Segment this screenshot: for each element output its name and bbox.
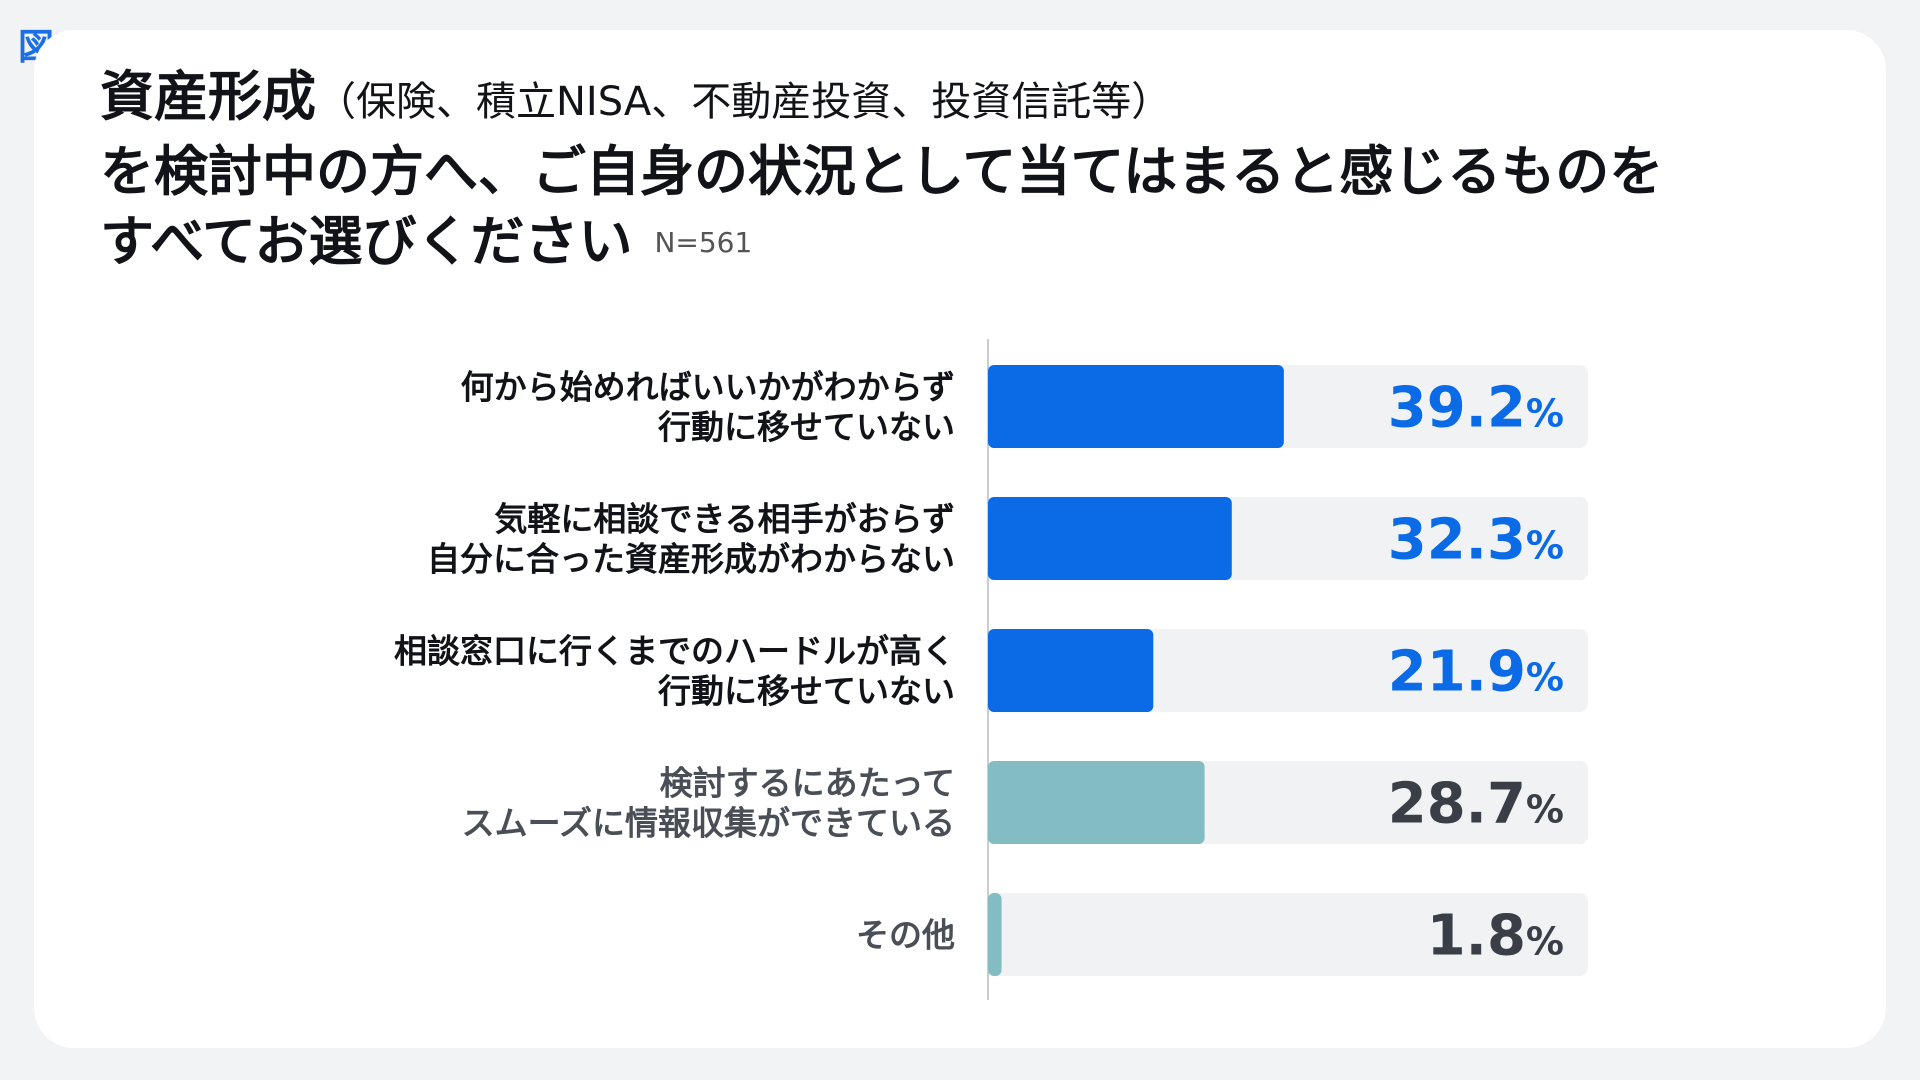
- bar: [988, 629, 1154, 712]
- title-main: 資産形成: [100, 65, 316, 128]
- category-label: 気軽に相談できる相手がおらず: [494, 500, 955, 539]
- chart-title: 資産形成（保険、積立NISA、不動産投資、投資信託等） を検討中の方へ、ご自身の…: [100, 62, 1860, 278]
- category-label: 相談窓口に行くまでのハードルが高く: [394, 632, 955, 671]
- title-line-2: を検討中の方へ、ご自身の状況として当てはまると感じるものを: [100, 140, 1664, 203]
- category-label: 検討するにあたって: [660, 764, 955, 803]
- category-label: スムーズに情報収集ができている: [462, 804, 955, 843]
- bar: [988, 893, 1002, 976]
- title-line-1: 資産形成（保険、積立NISA、不動産投資、投資信託等）: [100, 62, 1860, 137]
- category-label: その他: [856, 916, 955, 955]
- data-label: 1.8%: [1427, 904, 1564, 969]
- data-label: 28.7%: [1388, 772, 1564, 837]
- data-label: 39.2%: [1388, 376, 1564, 441]
- title-line-3-text: すべてお選びください: [100, 210, 633, 273]
- title-line-3: すべてお選びください N=561: [100, 207, 1860, 278]
- category-label: 行動に移せていない: [657, 672, 955, 711]
- bar: [988, 761, 1205, 844]
- sample-size: N=561: [654, 226, 753, 259]
- data-label: 32.3%: [1388, 508, 1564, 573]
- data-label: 21.9%: [1388, 640, 1564, 705]
- category-label: 何から始めればいいかがわからず: [461, 368, 955, 407]
- bar: [988, 497, 1232, 580]
- bar-track: [988, 893, 1588, 976]
- title-sub: （保険、積立NISA、不動産投資、投資信託等）: [316, 79, 1172, 125]
- category-label: 自分に合った資産形成がわからない: [427, 540, 955, 579]
- bar: [988, 365, 1284, 448]
- category-label: 行動に移せていない: [657, 408, 955, 447]
